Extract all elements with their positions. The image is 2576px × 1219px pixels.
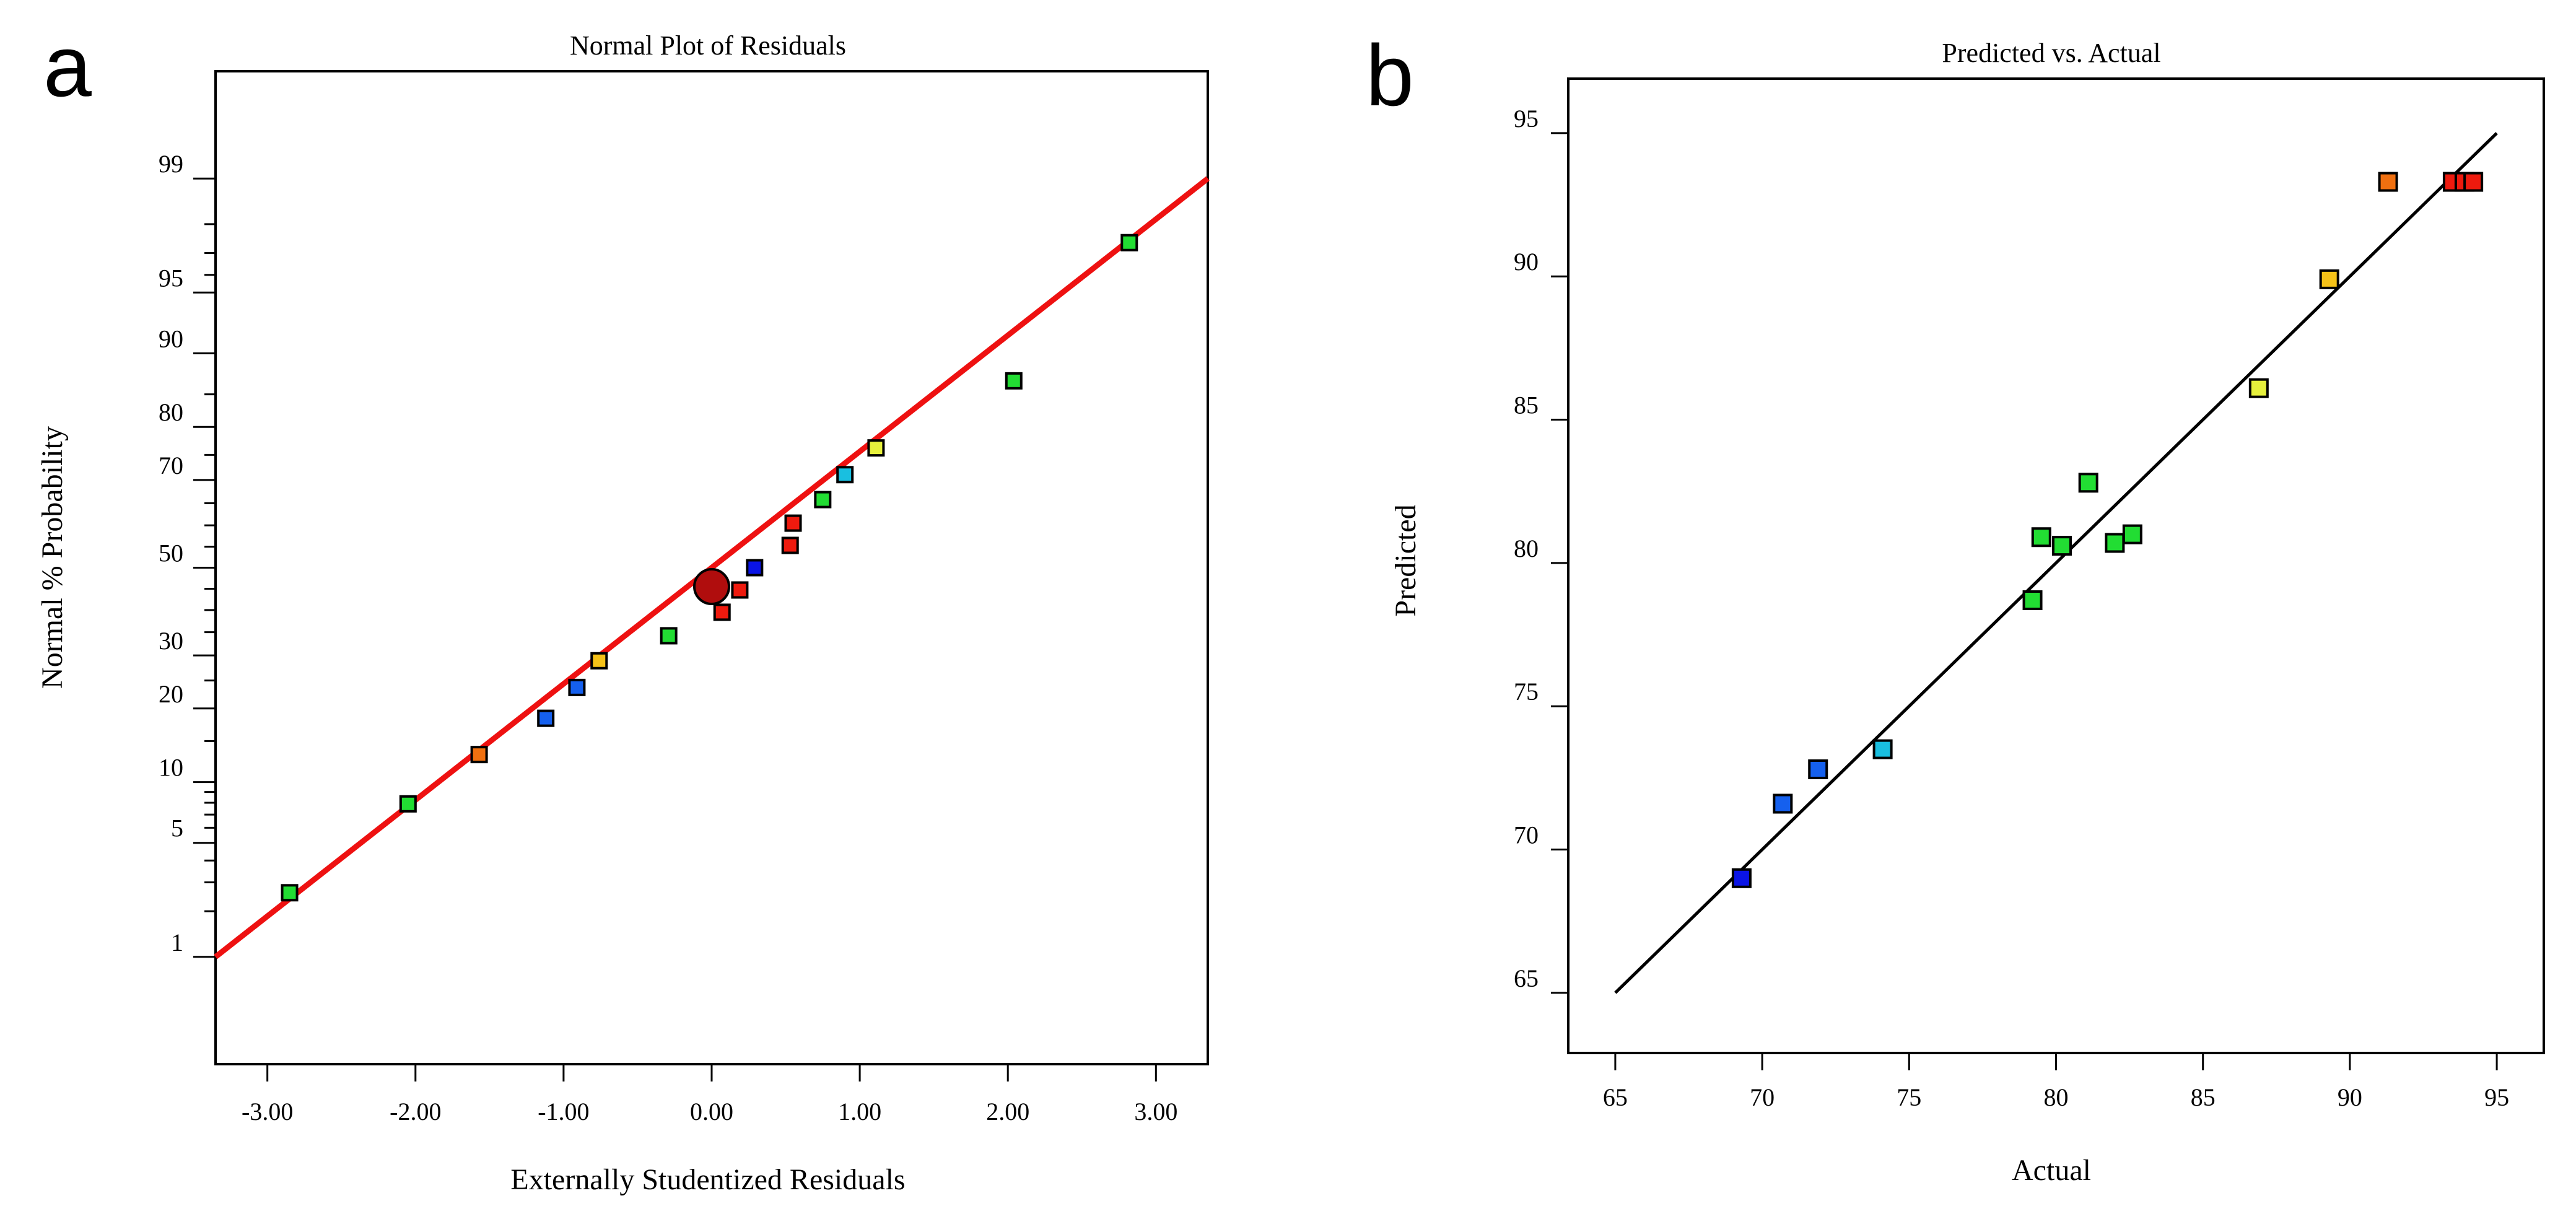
panel-b-letter: b: [1366, 27, 1414, 124]
panel-b-x-tick-label: 70: [1750, 1083, 1775, 1111]
panel-a-data-point: [568, 678, 586, 696]
panel-a-data-point: [867, 439, 885, 457]
panel-b-data-point: [2122, 524, 2142, 544]
panel-b-y-tick-label: 90: [1514, 248, 1539, 276]
panel-a-y-tick-label: 30: [159, 627, 183, 655]
panel-b-data-point: [1808, 759, 1828, 779]
panel-a-x-tick-label: 2.00: [986, 1098, 1029, 1125]
panel-a-data-point: [470, 746, 488, 764]
panel-a-fit-line-group: [214, 176, 1210, 959]
panel-b-x-tick-label: 80: [2044, 1083, 2069, 1111]
panel-a-y-tick-label: 95: [159, 264, 183, 292]
panel-b-predicted-vs-actual: Predicted vs. Actual 65 70 75 80 85 90 95 65 70…: [1389, 38, 2545, 1187]
panel-a-fit-line: [214, 176, 1210, 959]
panel-a-x-tick-label: -2.00: [390, 1098, 441, 1125]
panel-b-y-tick-label: 85: [1514, 391, 1539, 419]
panel-a-normal-plot: Normal Plot of Residuals 1 5 10 20 30 50 70 80 9…: [36, 30, 1210, 1196]
panel-a-y-axis: 1 5 10 20 30 50 70 80 90 95 99: [159, 150, 216, 958]
panel-a-points: [281, 234, 1138, 902]
panel-b-title: Predicted vs. Actual: [1942, 38, 2160, 68]
panel-b-data-point: [1731, 868, 1752, 888]
panel-a-letter: a: [43, 17, 92, 115]
panel-a-data-point: [784, 514, 802, 532]
panel-a-y-tick-label: 80: [159, 398, 183, 426]
panel-b-points: [1731, 172, 2484, 888]
panel-a-y-tick-label: 99: [159, 150, 183, 178]
panel-a-data-point: [731, 581, 749, 599]
panel-b-data-point: [1773, 793, 1793, 814]
panel-a-y-axis-label: Normal % Probability: [36, 426, 69, 689]
panel-a-data-point: [660, 627, 678, 645]
panel-b-x-axis: 65 70 75 80 85 90 95: [1603, 1053, 2509, 1111]
panel-a-data-point: [281, 884, 299, 902]
panel-b-x-tick-label: 65: [1603, 1083, 1628, 1111]
panel-a-data-point: [1120, 234, 1138, 251]
panel-b-fit-line: [1614, 132, 2498, 994]
panel-b-plot-area: [1567, 77, 2545, 1054]
panel-a-y-tick-label: 5: [171, 815, 183, 842]
panel-b-data-point: [1872, 739, 1893, 759]
panel-b-fit-line-group: [1614, 132, 2498, 994]
panel-b-x-tick-label: 75: [1897, 1083, 1921, 1111]
panel-b-y-tick-label: 65: [1514, 964, 1539, 992]
panel-a-data-point: [713, 603, 731, 621]
panel-a-x-tick-label: 1.00: [838, 1098, 881, 1125]
panel-b-data-point: [2051, 536, 2072, 556]
panel-a-y-tick-label: 70: [159, 452, 183, 479]
panel-a-data-point: [399, 795, 417, 813]
panel-a-x-tick-label: -1.00: [538, 1098, 589, 1125]
panel-a-data-point: [746, 559, 764, 577]
panel-a-data-point: [590, 652, 608, 670]
panel-a-data-point: [814, 491, 832, 509]
panel-b-x-tick-label: 85: [2191, 1083, 2216, 1111]
panel-b-data-point: [2463, 172, 2484, 192]
panel-a-y-tick-label: 50: [159, 540, 183, 567]
panel-a-highlight-point: [693, 568, 730, 606]
panel-b-data-point: [2248, 378, 2269, 398]
panel-b-x-tick-label: 90: [2338, 1083, 2362, 1111]
panel-b-y-tick-label: 75: [1514, 678, 1539, 706]
panel-a-y-tick-label: 20: [159, 680, 183, 708]
panel-a-y-tick-label: 10: [159, 754, 183, 782]
panel-a-y-tick-label: 90: [159, 325, 183, 352]
panel-b-data-point: [2031, 527, 2051, 548]
panel-b-y-axis: 65 70 75 80 85 90 95: [1514, 105, 1568, 994]
panel-b-y-tick-label: 95: [1514, 105, 1539, 133]
panel-a-x-axis-label: Externally Studentized Residuals: [510, 1163, 905, 1196]
panel-a-title: Normal Plot of Residuals: [570, 30, 846, 61]
panel-b-data-point: [2022, 590, 2043, 611]
panel-a-x-tick-label: 0.00: [690, 1098, 733, 1125]
panel-a-x-axis: -3.00 -2.00 -1.00 0.00 1.00 2.00 3.00: [242, 1064, 1177, 1125]
panel-a-data-point: [537, 709, 555, 727]
panel-b-x-tick-label: 95: [2484, 1083, 2509, 1111]
panel-b-x-axis-label: Actual: [2012, 1154, 2091, 1187]
panel-a-data-point: [781, 536, 799, 554]
panel-a-data-point: [1005, 372, 1023, 390]
panel-b-y-tick-label: 70: [1514, 821, 1539, 849]
panel-a-x-tick-label: -3.00: [242, 1098, 293, 1125]
panel-a-x-tick-label: 3.00: [1134, 1098, 1177, 1125]
panel-b-y-tick-label: 80: [1514, 535, 1539, 562]
panel-a-data-point: [836, 466, 854, 484]
panel-b-data-point: [2078, 473, 2098, 493]
panel-b-data-point: [2378, 172, 2398, 192]
panel-b-y-axis-label: Predicted: [1389, 504, 1422, 616]
panel-b-data-point: [2319, 269, 2339, 289]
panel-a-y-tick-label: 1: [171, 928, 183, 956]
panel-b-data-point: [2105, 533, 2125, 553]
